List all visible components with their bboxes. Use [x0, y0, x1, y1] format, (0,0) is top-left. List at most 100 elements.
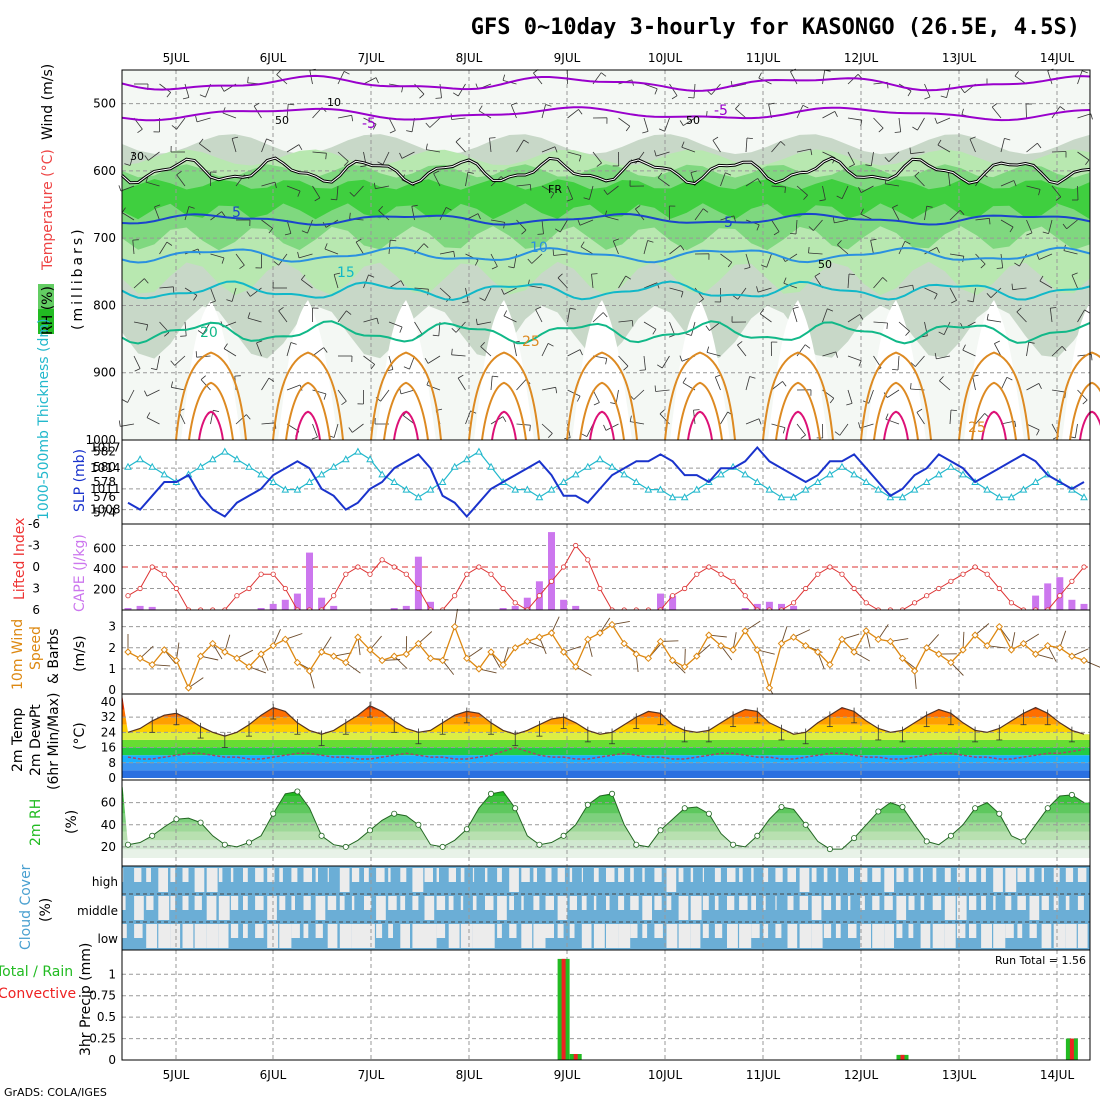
contour-label-minus5b: -5	[714, 103, 728, 119]
wind-speed-point	[983, 641, 991, 650]
upper-wind-barb-flag	[836, 195, 843, 200]
upper-wind-barb-flag	[578, 109, 583, 115]
slp-tick: 1011	[90, 482, 121, 496]
upper-wind-barb	[643, 355, 646, 370]
rh-tick: 40	[101, 818, 116, 832]
upper-wind-barb	[870, 151, 874, 166]
wind-speed-point	[632, 650, 640, 658]
cloud-clear-block	[969, 896, 977, 910]
wind-speed-point	[402, 650, 411, 658]
cloud-clear-block	[751, 896, 756, 910]
upper-wind-barb	[759, 313, 772, 323]
upper-wind-barb-flag	[290, 342, 297, 345]
upper-wind-barb-flag	[679, 355, 683, 362]
rh-point	[221, 841, 228, 848]
upper-wind-barb	[790, 71, 798, 85]
lifted-index-point	[960, 571, 966, 577]
upper-wind-barb-flag	[885, 413, 889, 420]
cloud-clear-block	[291, 896, 295, 910]
lifted-index-tick: -3	[28, 539, 40, 553]
thickness-point	[426, 485, 435, 493]
upper-wind-barb-flag	[478, 105, 483, 112]
rh-point	[487, 790, 494, 797]
upper-wind-barb	[286, 185, 301, 192]
upper-wind-barb-flag	[784, 186, 786, 193]
upper-wind-barb	[159, 286, 174, 289]
cloud-clear-block	[376, 896, 386, 920]
cloud-clear-block	[206, 896, 217, 920]
rh-shade-band	[122, 179, 1090, 220]
upper-wind-barb-flag	[892, 369, 899, 371]
upper-wind-barb-flag	[1037, 142, 1042, 149]
wind-barb	[1083, 660, 1100, 668]
upper-wind-barb-flag	[1026, 232, 1033, 236]
upper-wind-barb-flag	[401, 86, 404, 93]
upper-wind-barb	[822, 351, 837, 357]
upper-wind-barb	[990, 287, 1002, 298]
upper-wind-barb	[994, 343, 1002, 357]
wind-barb	[793, 629, 811, 638]
wind-speed-point	[245, 663, 253, 671]
upper-wind-barb	[847, 389, 853, 404]
upper-wind-barb	[355, 241, 364, 255]
upper-wind-barb-flag	[939, 376, 944, 382]
thickness-point	[233, 455, 241, 463]
upper-wind-barb	[159, 83, 171, 93]
cloud-clear-block	[448, 896, 454, 910]
upper-wind-barb	[898, 284, 913, 289]
wind-speed-point	[209, 639, 217, 648]
upper-wind-barb-flag	[961, 108, 964, 115]
upper-wind-barb	[618, 117, 631, 127]
rh-color-band	[122, 813, 1090, 823]
upper-wind-barb-flag	[705, 325, 710, 331]
upper-wind-barb-flag	[1038, 383, 1042, 389]
wind-barb	[139, 645, 154, 659]
wind-barb	[466, 647, 483, 659]
upper-wind-barb	[745, 253, 751, 268]
lifted-index-point	[669, 593, 676, 599]
cloud-clear-block	[388, 896, 397, 910]
upper-wind-barb-flag	[475, 318, 478, 325]
wind-speed-point	[523, 637, 532, 646]
cloud-clear-block	[714, 896, 719, 910]
lifted-index-point	[476, 564, 482, 570]
bottom-date-label: 13JUL	[942, 1068, 977, 1082]
upper-wind-barb	[353, 185, 364, 197]
cape-bar	[657, 593, 664, 610]
temp-axis-title-3: (6hr Min/Max)	[46, 693, 62, 790]
top-date-label: 14JUL	[1040, 51, 1075, 65]
rh-point	[947, 832, 954, 839]
dewpoint-line	[127, 746, 1085, 760]
upper-wind-barb-flag	[530, 184, 532, 191]
upper-wind-barb	[860, 185, 874, 193]
slp-line	[127, 445, 1085, 519]
cloud-clear-block	[872, 896, 880, 910]
upper-wind-barb	[337, 389, 347, 402]
upper-wind-barb	[567, 349, 581, 357]
upper-wind-barb-flag	[860, 208, 864, 215]
upper-wind-barb-flag	[759, 308, 765, 315]
cloud-clear-block	[497, 868, 502, 882]
upper-wind-barb	[669, 287, 684, 292]
wind-speed-point	[257, 650, 265, 658]
upper-wind-barb	[146, 389, 160, 397]
upper-wind-barb	[375, 185, 390, 190]
cloud-clear-block	[460, 924, 473, 948]
upper-wind-barb-flag	[221, 257, 225, 264]
upper-wind-barb	[261, 181, 276, 187]
cloud-clear-block	[569, 868, 573, 882]
wind-speed-point	[511, 644, 519, 652]
upper-wind-barb	[409, 355, 415, 370]
cloud-clear-block	[775, 924, 782, 938]
upper-wind-barb	[516, 139, 525, 153]
cloud-clear-block	[1017, 896, 1026, 910]
wind-speed-point	[910, 667, 919, 675]
upper-wind-barb-flag	[938, 331, 945, 336]
bottom-date-label: 8JUL	[456, 1068, 483, 1082]
upper-wind-barb	[171, 386, 186, 391]
cloud-clear-block	[206, 868, 218, 892]
temp-color-band	[122, 747, 1090, 756]
upper-wind-barb	[200, 379, 211, 391]
lifted-index-point	[597, 585, 603, 592]
